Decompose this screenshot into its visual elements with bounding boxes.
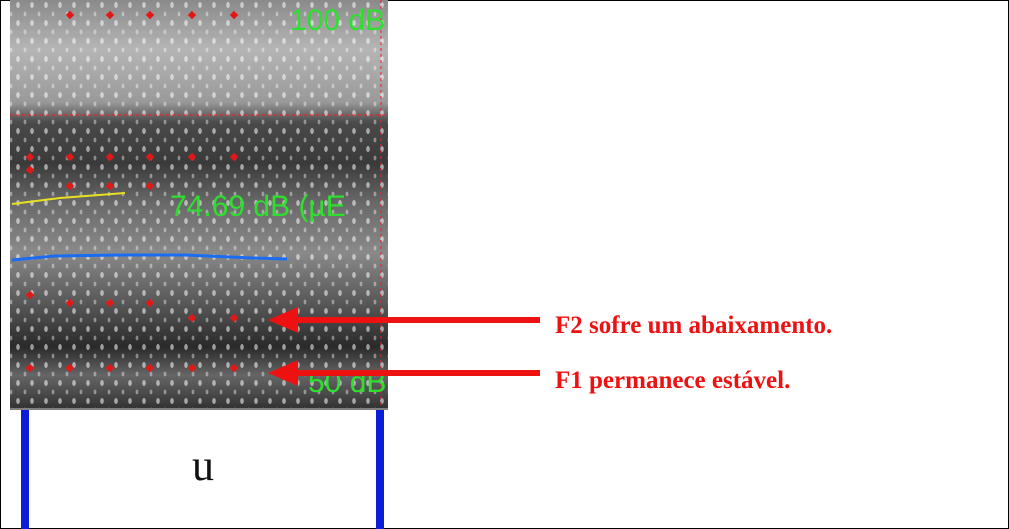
- spectrogram: 100 dB 74.69 dB (µE 50 dB: [10, 0, 388, 408]
- formant-dot: [105, 298, 115, 308]
- db-top: 100 dB: [290, 4, 385, 37]
- formant-dot: [187, 363, 197, 373]
- intensity-line: [11, 192, 126, 205]
- formant-dot: [105, 152, 115, 162]
- formant-dot: [65, 363, 75, 373]
- formant-dot: [229, 152, 239, 162]
- arrow: [268, 360, 540, 386]
- formant-dot: [65, 152, 75, 162]
- annotation: F2 sofre um abaixamento.: [555, 312, 832, 339]
- formant-dot: [65, 298, 75, 308]
- formant-dot: [65, 181, 75, 191]
- formant-dot: [145, 363, 155, 373]
- formant-dot: [187, 152, 197, 162]
- annotation: F1 permanece estável.: [555, 367, 790, 394]
- formant-dots: [25, 10, 239, 373]
- arrow: [268, 307, 540, 333]
- formant-dot: [25, 363, 35, 373]
- formant-dot: [145, 181, 155, 191]
- db-mid: 74.69 dB (µE: [170, 190, 346, 223]
- formant-dot: [145, 298, 155, 308]
- segment-label: u: [192, 441, 214, 490]
- formant-dot: [229, 313, 239, 323]
- spectrogram-texture: [10, 0, 388, 408]
- formant-dot: [229, 363, 239, 373]
- boundary: [376, 410, 384, 529]
- formant-dot: [145, 152, 155, 162]
- boundary: [21, 410, 29, 529]
- formant-dot: [25, 290, 35, 300]
- pitch-line: [11, 253, 288, 262]
- formant-dot: [187, 313, 197, 323]
- formant-dot: [105, 181, 115, 191]
- formant-dot: [105, 363, 115, 373]
